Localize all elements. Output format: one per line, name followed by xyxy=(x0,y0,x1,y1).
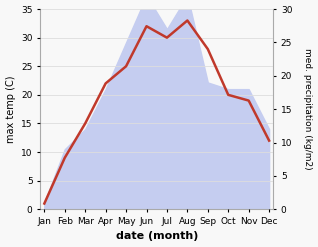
Y-axis label: med. precipitation (kg/m2): med. precipitation (kg/m2) xyxy=(303,48,313,170)
Y-axis label: max temp (C): max temp (C) xyxy=(5,75,16,143)
X-axis label: date (month): date (month) xyxy=(115,231,198,242)
